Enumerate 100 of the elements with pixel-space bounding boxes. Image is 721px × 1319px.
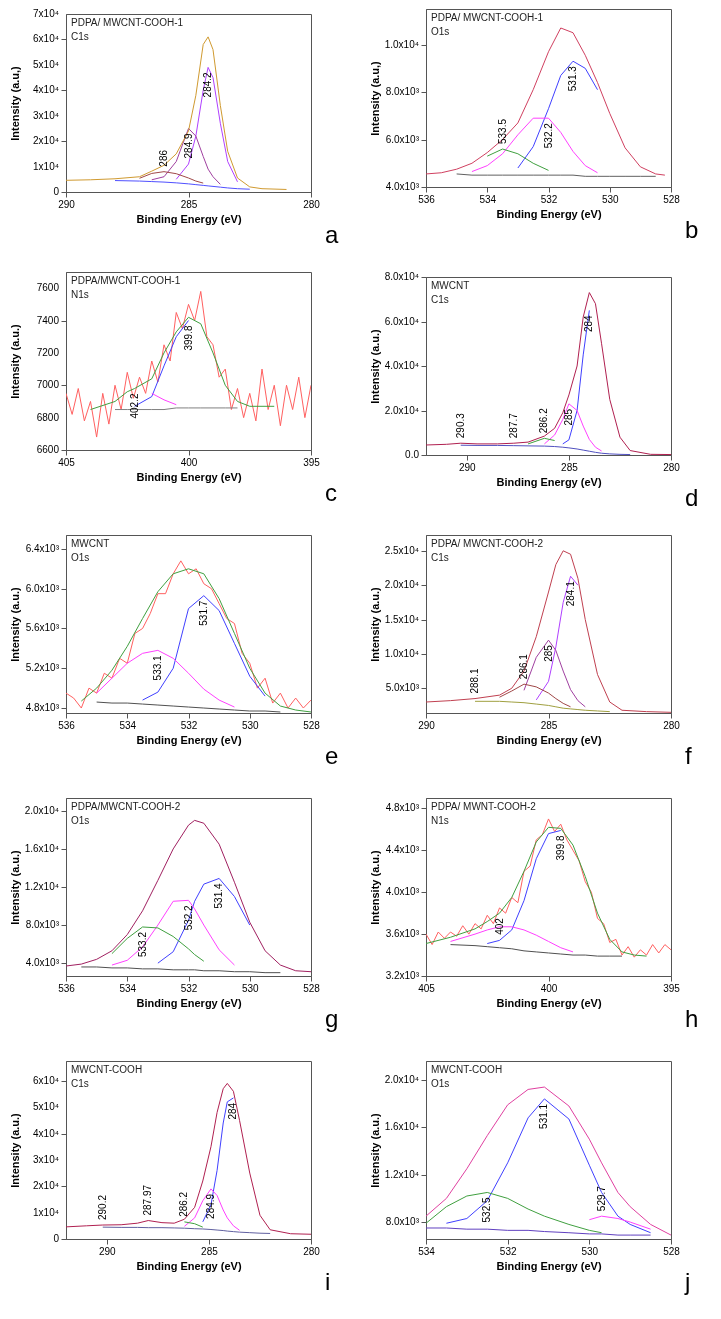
y-tick-label: 6.4x10³ xyxy=(25,542,60,554)
x-tick-label: 285 xyxy=(540,719,558,731)
annotation: 532.2 xyxy=(542,122,554,149)
y-axis-title: Intensity (a.u.) xyxy=(9,586,21,662)
y-axis-title: Intensity (a.u.) xyxy=(369,586,381,662)
x-tick-label: 285 xyxy=(180,198,198,210)
y-tick-label: 2.0x10⁴ xyxy=(24,804,59,816)
x-tick-label: 534 xyxy=(119,982,137,994)
y-tick-label: 7000 xyxy=(36,379,60,391)
text: N1s xyxy=(71,289,89,300)
annotation: 531.4 xyxy=(213,883,225,909)
y-tick-label: 4.0x10³ xyxy=(25,957,60,969)
y-tick-label: 7400 xyxy=(36,314,60,326)
text: N1s xyxy=(431,815,449,826)
y-tick-label: 7200 xyxy=(36,346,60,358)
text: C1s xyxy=(431,294,449,305)
y-tick-label: 0.0 xyxy=(405,449,420,460)
x-tick-label: 536 xyxy=(58,982,76,994)
y-tick-label: 2.0x10⁴ xyxy=(384,579,419,591)
text: O1s xyxy=(71,815,90,826)
text: C1s xyxy=(431,552,449,563)
y-tick-label: 3.6x10³ xyxy=(385,928,420,940)
y-tick-label: 1.2x10⁴ xyxy=(384,1168,419,1180)
x-axis-title: Binding Energy (eV) xyxy=(496,1259,602,1272)
text: g xyxy=(325,1005,339,1032)
y-tick-label: 4.0x10³ xyxy=(385,886,420,898)
y-tick-label: 8.0x10⁴ xyxy=(384,271,419,282)
chart-title: PDPA/ MWCNT-COOH-2 xyxy=(431,538,544,549)
x-tick-label: 290 xyxy=(458,461,477,473)
annotation: 287.97 xyxy=(142,1184,154,1216)
annotation: 285 xyxy=(562,408,574,426)
x-tick-label: 285 xyxy=(201,1245,219,1257)
x-tick-label: 530 xyxy=(241,982,260,994)
y-tick-label: 4.4x10³ xyxy=(385,844,420,856)
x-tick-label: 280 xyxy=(303,1245,321,1257)
y-tick-label: 2.0x10⁴ xyxy=(384,1073,419,1085)
x-axis-title: Binding Energy (eV) xyxy=(136,733,242,746)
annotation: 531.1 xyxy=(538,1103,550,1129)
y-axis-title: Intensity (a.u.) xyxy=(9,323,21,399)
annotation: 287.7 xyxy=(507,412,519,439)
y-tick-label: 3x10⁴ xyxy=(33,1153,59,1165)
text: O1s xyxy=(71,552,90,563)
y-axis-title: Intensity (a.u.) xyxy=(9,849,21,925)
x-tick-label: 532 xyxy=(540,193,558,205)
annotation: 402.2 xyxy=(128,393,140,419)
annotation: 531.7 xyxy=(197,600,209,626)
x-axis-title: Binding Energy (eV) xyxy=(136,470,242,483)
x-tick-label: 534 xyxy=(479,193,497,205)
text: d xyxy=(685,484,699,511)
text: C1s xyxy=(71,31,89,42)
y-tick-label: 3x10⁴ xyxy=(33,109,59,121)
annotation: 532.2 xyxy=(182,904,194,931)
y-tick-label: 1.0x10⁴ xyxy=(384,38,419,50)
y-axis-title: Intensity (a.u,) xyxy=(9,65,21,141)
y-tick-label: 2.0x10⁴ xyxy=(384,404,419,416)
x-tick-label: 534 xyxy=(418,1245,436,1257)
text: O1s xyxy=(431,26,450,37)
y-tick-label: 0 xyxy=(53,1233,60,1244)
annotation: 284.9 xyxy=(182,133,194,159)
x-tick-label: 395 xyxy=(663,982,681,994)
x-tick-label: 405 xyxy=(58,456,76,468)
y-tick-label: 6600 xyxy=(36,444,60,455)
x-axis-title: Binding Energy (eV) xyxy=(496,733,602,746)
y-axis-title: Intensity (a.u.) xyxy=(9,1112,21,1188)
y-tick-label: 1.6x10⁴ xyxy=(384,1121,419,1133)
chart-title: PDPA/ MWCNT-COOH-1 xyxy=(71,17,184,28)
x-tick-label: 285 xyxy=(561,461,579,473)
y-tick-label: 6x10⁴ xyxy=(33,33,59,45)
x-tick-label: 530 xyxy=(581,1245,599,1257)
x-tick-label: 290 xyxy=(418,719,436,731)
x-tick-label: 400 xyxy=(540,982,558,994)
x-tick-label: 405 xyxy=(418,982,436,994)
y-tick-label: 2x10⁴ xyxy=(33,1180,59,1192)
y-tick-label: 5.0x10³ xyxy=(385,682,420,694)
x-tick-label: 280 xyxy=(663,461,681,473)
x-tick-label: 528 xyxy=(303,982,321,994)
text: c xyxy=(325,479,337,506)
y-axis-title: Intensity (a.u,) xyxy=(369,60,381,136)
y-axis-title: Intensity (a.u.) xyxy=(369,1112,381,1188)
annotation: 286 xyxy=(158,149,169,167)
y-tick-label: 4.8x10³ xyxy=(385,802,420,814)
chart-title: PDPA/ MWCNT-COOH-1 xyxy=(431,12,544,23)
y-tick-label: 1.5x10⁴ xyxy=(384,613,419,625)
text: C1s xyxy=(71,1078,89,1089)
y-tick-label: 0 xyxy=(53,186,60,197)
text: f xyxy=(685,742,692,769)
y-tick-label: 8.0x10³ xyxy=(25,919,60,931)
y-tick-label: 6.0x10³ xyxy=(25,582,60,594)
y-tick-label: 4x10⁴ xyxy=(33,1127,59,1139)
chart-title: PDPA/ MWNT-COOH-2 xyxy=(431,801,537,812)
annotation: 285 xyxy=(542,644,554,662)
x-tick-label: 530 xyxy=(601,193,620,205)
chart-title: PDPA/MWCNT-COOH-2 xyxy=(71,801,181,812)
text: e xyxy=(325,742,339,769)
annotation: 531.3 xyxy=(567,65,578,92)
text: i xyxy=(325,1268,331,1295)
x-tick-label: 528 xyxy=(303,719,321,731)
x-tick-label: 395 xyxy=(303,456,321,468)
annotation: 284.1 xyxy=(564,580,576,607)
text: h xyxy=(685,1005,699,1032)
